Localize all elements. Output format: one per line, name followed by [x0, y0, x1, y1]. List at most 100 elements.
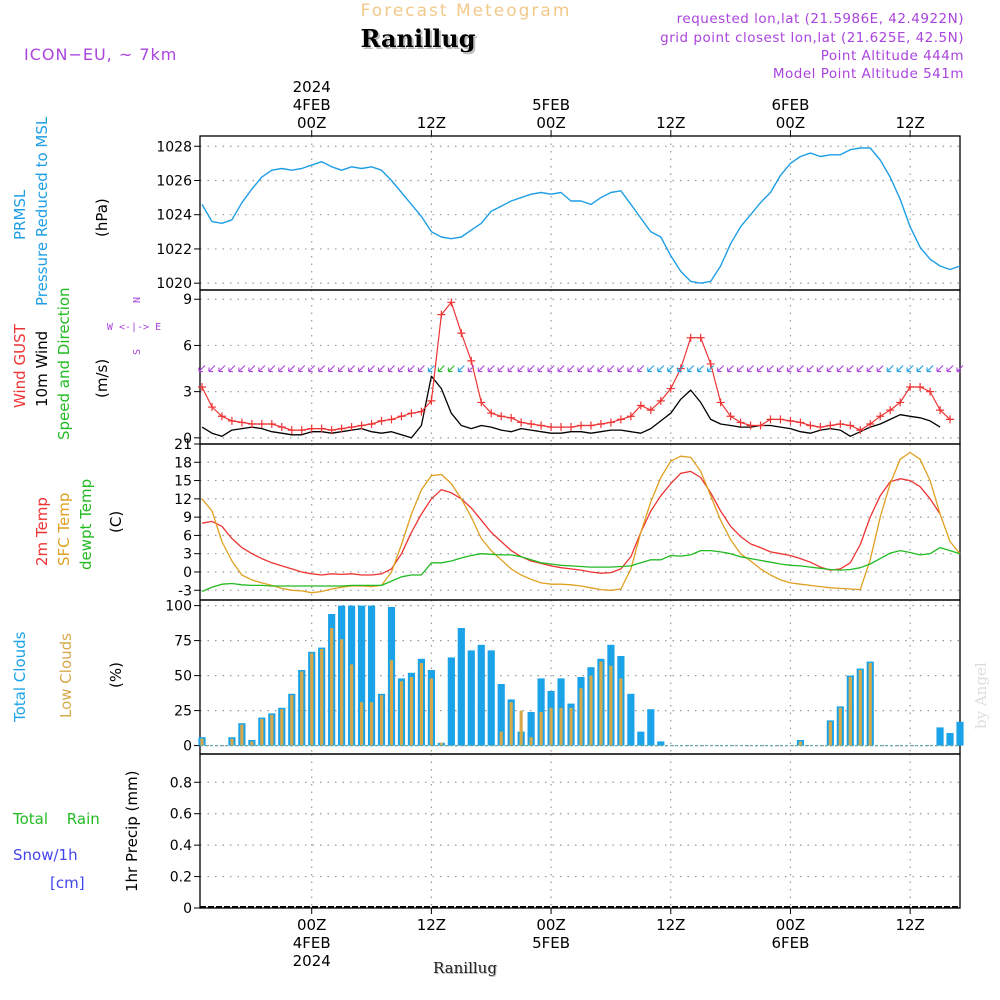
- wind-direction-arrow: [268, 365, 276, 373]
- y-tick-label: 1026: [156, 173, 192, 189]
- wind-direction-arrow: [866, 365, 874, 373]
- wind-direction-arrow: [547, 365, 555, 373]
- gust-point: [417, 407, 426, 416]
- gust-point: [257, 419, 266, 428]
- arrow-shape: [906, 365, 914, 373]
- arrow-shape: [288, 365, 296, 373]
- total-cloud-bar: [447, 657, 455, 746]
- arrow-shape: [896, 365, 904, 373]
- low-cloud-bar: [559, 707, 563, 746]
- gust-point: [616, 415, 625, 424]
- y-tick-label: 0: [183, 565, 192, 581]
- y-tick-label: 6: [183, 338, 192, 354]
- wind-speed-line: [201, 375, 941, 439]
- gust-point: [357, 421, 366, 430]
- gust-point: [217, 412, 226, 421]
- arrow-shape: [667, 365, 675, 373]
- total-cloud-bar: [946, 733, 954, 746]
- wind-direction-arrow: [617, 365, 625, 373]
- gust-point: [626, 412, 635, 421]
- low-cloud-bar: [260, 719, 264, 746]
- gust-point: [596, 419, 605, 428]
- arrow-shape: [318, 365, 326, 373]
- pressure-line: [201, 147, 961, 284]
- wind-direction-arrow: [467, 365, 475, 373]
- arrow-shape: [238, 365, 246, 373]
- wind-direction-arrow: [687, 365, 695, 373]
- wind-direction-arrow: [677, 365, 685, 373]
- arrow-shape: [647, 365, 655, 373]
- wind-direction-arrow: [717, 365, 725, 373]
- gust-point: [277, 423, 286, 432]
- low-cloud-bar: [838, 707, 842, 746]
- arrow-shape: [756, 365, 764, 373]
- gust-point: [936, 406, 945, 415]
- low-cloud-bar: [320, 649, 324, 746]
- wind-direction-arrow: [437, 365, 445, 373]
- y-tick-label: 9: [183, 510, 192, 526]
- model-label: ICON−EU, ~ 7km: [24, 45, 177, 64]
- arrow-shape: [377, 365, 385, 373]
- low-cloud-bar: [439, 742, 443, 746]
- wind-direction-arrow: [278, 365, 286, 373]
- gust-point: [806, 421, 815, 430]
- time-label-top: 00Z: [776, 114, 805, 132]
- total-cloud-bar: [657, 741, 665, 746]
- arrow-shape: [836, 365, 844, 373]
- percent-label: (%): [107, 662, 125, 688]
- compass-north: N: [132, 297, 143, 303]
- low-cloud-bar: [539, 712, 543, 746]
- gust-point: [826, 421, 835, 430]
- arrow-shape: [926, 365, 934, 373]
- total-cloud-bar: [367, 605, 376, 746]
- time-label-top: 12Z: [417, 114, 446, 132]
- wind-direction-arrow: [497, 365, 505, 373]
- arrow-shape: [916, 365, 924, 373]
- wind-direction-arrow: [218, 365, 226, 373]
- y-tick-label: 0.8: [170, 775, 192, 791]
- arrow-shape: [358, 365, 365, 373]
- arrow-shape: [717, 365, 725, 373]
- arrow-shape: [846, 365, 854, 373]
- wind-direction-arrow: [607, 365, 615, 373]
- total-cloud-bar: [357, 605, 366, 746]
- low-cloud-bar: [519, 710, 523, 746]
- wind-direction-arrow: [567, 365, 575, 373]
- gust-point: [846, 421, 855, 430]
- gust-point: [467, 356, 476, 365]
- wind-direction-arrow: [826, 365, 834, 373]
- gust-point: [876, 412, 885, 421]
- gust-point: [377, 416, 386, 425]
- arrow-shape: [747, 365, 754, 373]
- gust-point: [906, 383, 915, 392]
- gust-point: [916, 383, 925, 392]
- arrow-shape: [447, 365, 455, 373]
- y-tick-label: 50: [174, 669, 192, 685]
- arrow-shape: [627, 365, 635, 373]
- low-cloud-bar: [589, 675, 593, 746]
- gust-point: [856, 426, 865, 435]
- arrow-shape: [228, 365, 236, 373]
- arrow-shape: [427, 365, 435, 373]
- wind-direction-arrow: [447, 365, 455, 373]
- y-tick-label: 0: [183, 431, 192, 447]
- y-tick-label: 9: [183, 292, 192, 308]
- low-cloud-bar: [359, 702, 364, 746]
- plot-layer: 102010221024102610280369-303691215182102…: [156, 78, 964, 970]
- wind-direction-arrow: [637, 365, 645, 373]
- low-cloud-bar: [300, 671, 304, 746]
- panel-frame: [199, 443, 961, 601]
- wind-direction-arrow: [936, 365, 944, 373]
- 2m-temp-label: 2m Temp: [33, 497, 51, 566]
- total-cloud-bar: [527, 712, 535, 746]
- wind-direction-arrow: [906, 365, 914, 373]
- wind-direction-arrow: [198, 365, 206, 373]
- wind-direction-arrow: [238, 365, 246, 373]
- panel-frame: [199, 753, 961, 909]
- arrow-shape: [407, 365, 415, 373]
- arrow-shape: [417, 365, 425, 373]
- low-cloud-bar: [619, 678, 623, 746]
- wind-direction-arrow: [627, 365, 635, 373]
- low-cloud-bar: [499, 731, 503, 746]
- gust-point: [836, 419, 845, 428]
